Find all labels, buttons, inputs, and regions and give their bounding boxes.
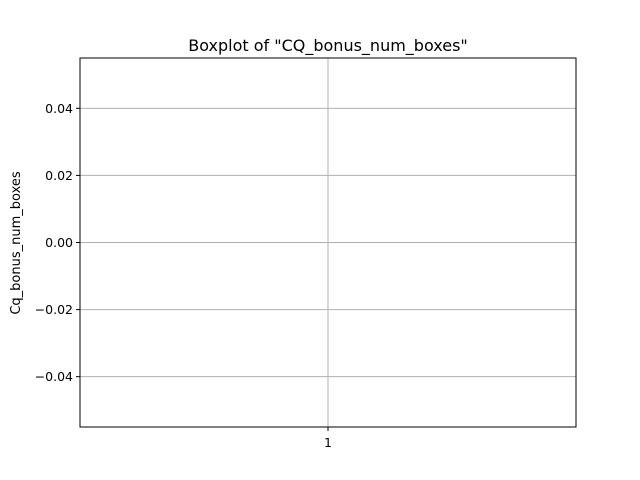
y-axis-label: Cq_bonus_num_boxes [9, 171, 24, 315]
y-tick-label: −0.02 [35, 302, 73, 317]
y-tick-label: 0.00 [45, 235, 73, 250]
chart-title: Boxplot of "CQ_bonus_num_boxes" [188, 36, 468, 56]
x-tick-label: 1 [324, 435, 332, 450]
axes-frame [79, 57, 577, 428]
y-tick-label: −0.04 [35, 369, 73, 384]
y-tick-label: 0.04 [45, 101, 73, 116]
plot-area: 0.04 0.02 0.00 −0.02 −0.04 1 [35, 57, 577, 450]
y-tick-label: 0.02 [45, 168, 73, 183]
